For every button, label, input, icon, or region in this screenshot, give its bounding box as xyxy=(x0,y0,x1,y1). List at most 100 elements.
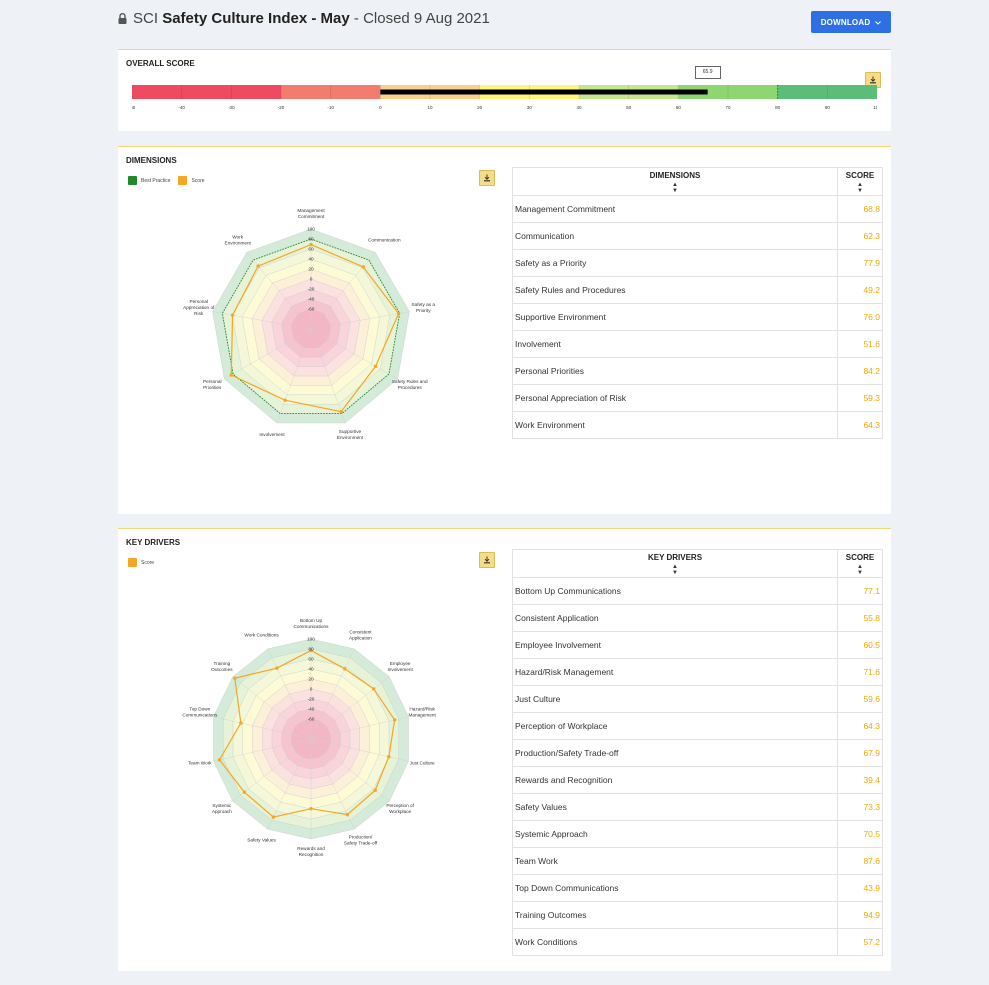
legend-score[interactable]: Score xyxy=(178,176,205,185)
score-point[interactable] xyxy=(387,755,391,759)
gauge-tick-label: -50 xyxy=(132,105,136,110)
table-row: Work Conditions 57.2 xyxy=(512,928,883,956)
dimensions-download-icon[interactable] xyxy=(479,170,495,186)
score-point[interactable] xyxy=(309,242,313,247)
radar-category-label: Safety Rules and Procedures xyxy=(392,379,428,390)
download-button[interactable]: DOWNLOAD xyxy=(811,11,891,33)
table-row: Training Outcomes 94.9 xyxy=(512,901,883,929)
score-point[interactable] xyxy=(343,667,347,671)
row-score: 76.0 xyxy=(837,303,883,331)
radar-tick-label: -60 xyxy=(308,307,315,312)
gauge-tick-label: 60 xyxy=(676,105,682,110)
score-point[interactable] xyxy=(373,364,378,368)
score-point[interactable] xyxy=(345,812,350,817)
table-row: Personal Priorities 84.2 xyxy=(512,357,883,385)
gauge-score-bar xyxy=(380,89,708,95)
score-point[interactable] xyxy=(309,807,313,811)
score-point[interactable] xyxy=(217,758,222,762)
sort-icon: ▲ ▼ xyxy=(857,564,863,576)
score-column-header[interactable]: SCORE ▲ ▼ xyxy=(837,549,883,578)
score-point[interactable] xyxy=(361,265,365,269)
score-point[interactable] xyxy=(256,264,260,268)
score-point[interactable] xyxy=(372,687,376,691)
gauge-tick-label: 20 xyxy=(477,105,483,110)
row-name: Management Commitment xyxy=(512,195,838,223)
score-point[interactable] xyxy=(283,398,287,402)
radar-category-label: Systemic Approach xyxy=(212,803,232,814)
score-point[interactable] xyxy=(230,313,235,317)
dimensions-table: DIMENSIONS ▲ ▼ SCORE ▲ ▼ Management Commitme… xyxy=(512,167,883,439)
gauge-tick-label: 10 xyxy=(427,105,433,110)
download-label: DOWNLOAD xyxy=(820,17,871,27)
dimensions-column-header[interactable]: DIMENSIONS ▲ ▼ xyxy=(512,167,838,196)
row-name: Communication xyxy=(512,222,838,250)
sort-icon: ▲ ▼ xyxy=(857,182,863,194)
legend-best-practice[interactable]: Best Practice xyxy=(128,176,170,185)
table-row: Safety Rules and Procedures 49.2 xyxy=(512,276,883,304)
gauge-tick-label: -30 xyxy=(228,105,235,110)
radar-tick-label: 40 xyxy=(308,257,314,262)
score-column-header[interactable]: SCORE ▲ ▼ xyxy=(837,167,883,196)
table-row: Systemic Approach 70.5 xyxy=(512,820,883,848)
score-point[interactable] xyxy=(233,676,237,680)
gauge-tick-label: -10 xyxy=(327,105,334,110)
radar-category-label: Hazard/Risk Management xyxy=(408,707,436,718)
row-score: 64.3 xyxy=(837,411,883,439)
radar-spoke xyxy=(213,716,312,740)
key-drivers-title: KEY DRIVERS xyxy=(126,538,181,547)
legend-label: Score xyxy=(141,559,155,566)
key-drivers-legend: Score xyxy=(128,558,154,567)
radar-spoke xyxy=(212,311,312,330)
key-drivers-download-icon[interactable] xyxy=(479,552,495,568)
radar-tick-label: 100 xyxy=(307,227,315,232)
score-point[interactable] xyxy=(229,373,233,377)
dimensions-title: DIMENSIONS xyxy=(126,156,177,165)
gauge-band xyxy=(678,85,778,99)
radar-tick-label: 100 xyxy=(307,637,315,642)
radar-spoke xyxy=(310,738,409,762)
radar-tick-label: 60 xyxy=(308,247,314,252)
score-point[interactable] xyxy=(242,790,247,794)
table-row: Employee Involvement 60.5 xyxy=(512,631,883,659)
key-drivers-column-header[interactable]: KEY DRIVERS ▲ ▼ xyxy=(512,549,838,578)
row-name: Safety as a Priority xyxy=(512,249,838,277)
row-name: Work Conditions xyxy=(512,928,838,956)
score-point[interactable] xyxy=(275,666,279,670)
gauge-tick-label: 30 xyxy=(527,105,533,110)
score-tooltip: 65.9 xyxy=(694,66,721,79)
table-row: Involvement 51.6 xyxy=(512,330,883,358)
row-name: Safety Values xyxy=(512,793,838,821)
row-score: 71.6 xyxy=(837,658,883,686)
row-name: Just Culture xyxy=(512,685,838,713)
score-point[interactable] xyxy=(271,815,276,819)
score-point[interactable] xyxy=(239,721,243,725)
radar-category-label: Work Conditions xyxy=(244,632,279,637)
title-prefix: SCI xyxy=(133,10,159,27)
page-title: SCI Safety Culture Index - May - Closed … xyxy=(118,10,490,28)
table-row: Production/Safety Trade-off 67.9 xyxy=(512,739,883,767)
score-point[interactable] xyxy=(373,788,377,792)
radar-category-label: Management Commitment xyxy=(297,208,325,219)
score-point[interactable] xyxy=(392,718,397,722)
row-score: 73.3 xyxy=(837,793,883,821)
gauge-tick-label: -20 xyxy=(278,105,285,110)
score-point[interactable] xyxy=(339,409,343,414)
radar-spoke xyxy=(310,328,398,380)
row-name: Involvement xyxy=(512,330,838,358)
gauge-band xyxy=(132,85,281,99)
table-row: Management Commitment 68.8 xyxy=(512,195,883,223)
legend-label: Score xyxy=(191,177,205,184)
gauge-band xyxy=(777,85,877,99)
row-score: 84.2 xyxy=(837,357,883,385)
radar-tick-label: 40 xyxy=(308,667,314,672)
legend-score[interactable]: Score xyxy=(128,558,154,567)
dimensions-radar-chart: 100 80 60 40 20 0 -20 -40 -60 Management Commitmen… xyxy=(183,208,435,440)
radar-category-label: Production/Safety Trade-off xyxy=(344,835,378,846)
score-point[interactable] xyxy=(309,648,313,653)
radar-spoke xyxy=(276,328,312,424)
table-row: Personal Appreciation of Risk 59.3 xyxy=(512,384,883,412)
score-point[interactable] xyxy=(396,311,401,316)
radar-category-label: Work Environment xyxy=(225,235,252,246)
title-main: Safety Culture Index - May xyxy=(162,10,350,27)
gauge-tick-label: 70 xyxy=(725,105,731,110)
